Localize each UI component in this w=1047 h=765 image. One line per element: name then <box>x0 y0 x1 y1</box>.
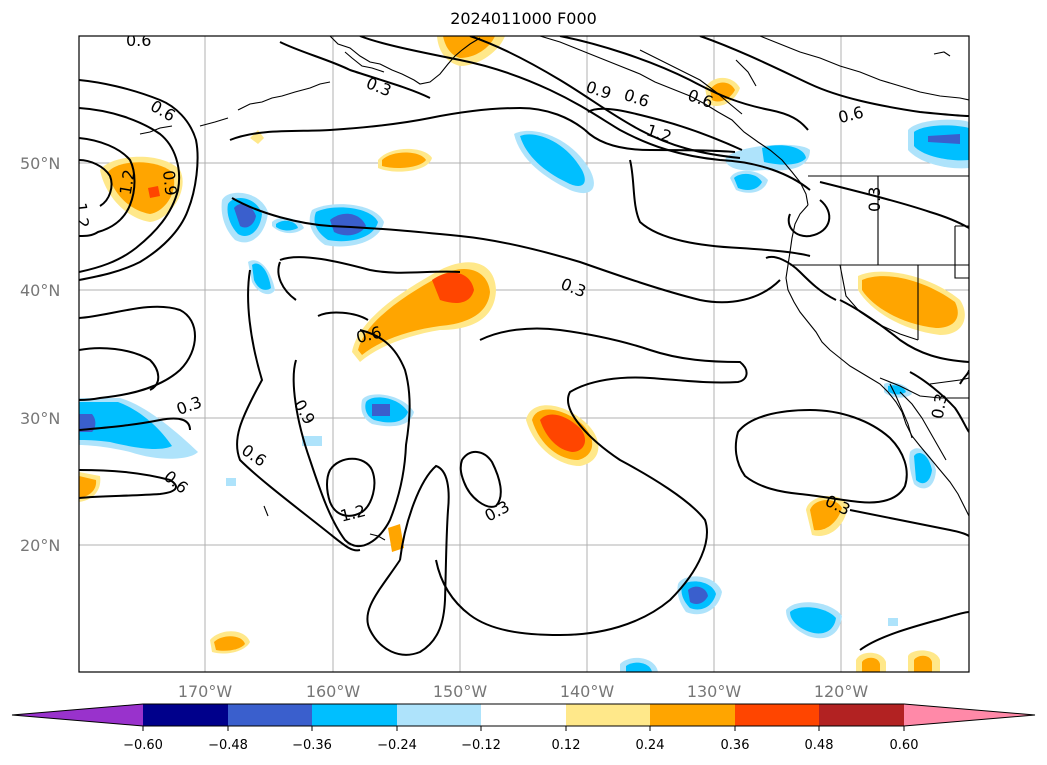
colorbar-tick-label: −0.48 <box>208 738 248 753</box>
positive-anomalies <box>79 36 965 672</box>
lon-label: 130°W <box>687 682 742 701</box>
colorbar-segment <box>312 704 397 726</box>
lat-label: 20°N <box>20 536 60 555</box>
lon-label: 170°W <box>178 682 233 701</box>
lon-label: 140°W <box>560 682 615 701</box>
colorbar-tick-label: −0.24 <box>377 738 417 753</box>
colorbar-tick-label: 0.36 <box>721 738 750 753</box>
colorbar-segment <box>819 704 904 726</box>
contour-label: 1.2 <box>71 202 93 229</box>
colorbar-tick-label: −0.60 <box>123 738 163 753</box>
colorbar-tick-label: 0.48 <box>805 738 834 753</box>
lat-label: 40°N <box>20 281 60 300</box>
colorbar-tick-label: 0.60 <box>890 738 919 753</box>
colorbar-segment <box>566 704 650 726</box>
colorbar-lower-extension <box>12 704 143 726</box>
map-content: 0.6 0.3 0.9 0.6 1.2 0.6 0.6 1.2 1.2 0.9 … <box>71 31 969 672</box>
colorbar-segment <box>228 704 312 726</box>
plot-title: 2024011000 F000 <box>450 9 597 28</box>
lon-label: 160°W <box>306 682 361 701</box>
lat-label: 30°N <box>20 409 60 428</box>
contour-label: 1.2 <box>116 168 139 196</box>
lat-label: 50°N <box>20 154 60 173</box>
colorbar-tick-label: −0.36 <box>292 738 332 753</box>
contour-lines <box>79 36 969 656</box>
colorbar-segment <box>397 704 481 726</box>
colorbar-tick-label: 0.12 <box>552 738 581 753</box>
colorbar-segment <box>481 704 566 726</box>
gridlines <box>79 36 969 672</box>
negative-anomalies <box>79 119 969 672</box>
colorbar-upper-extension <box>904 704 1035 726</box>
colorbar-segment <box>735 704 819 726</box>
longitude-labels: 170°W 160°W 150°W 140°W 130°W 120°W <box>178 682 869 701</box>
colorbar-segment <box>143 704 228 726</box>
contour-label: 0.9 <box>159 169 181 196</box>
colorbar: −0.60 −0.48 −0.36 −0.24 −0.12 0.12 0.24 … <box>11 703 1036 753</box>
contour-label: 0.3 <box>928 392 951 420</box>
latitude-labels: 50°N 40°N 30°N 20°N <box>20 154 60 555</box>
colorbar-ticks: −0.60 −0.48 −0.36 −0.24 −0.12 0.12 0.24 … <box>123 726 918 753</box>
contour-label: 0.3 <box>865 187 884 212</box>
map-frame <box>78 35 970 673</box>
colorbar-tick-label: 0.24 <box>636 738 665 753</box>
lon-label: 150°W <box>433 682 488 701</box>
colorbar-segment <box>650 704 735 726</box>
coastlines <box>139 36 969 541</box>
contour-label: 0.6 <box>126 31 151 50</box>
lon-label: 120°W <box>814 682 869 701</box>
colorbar-tick-label: −0.12 <box>461 738 501 753</box>
